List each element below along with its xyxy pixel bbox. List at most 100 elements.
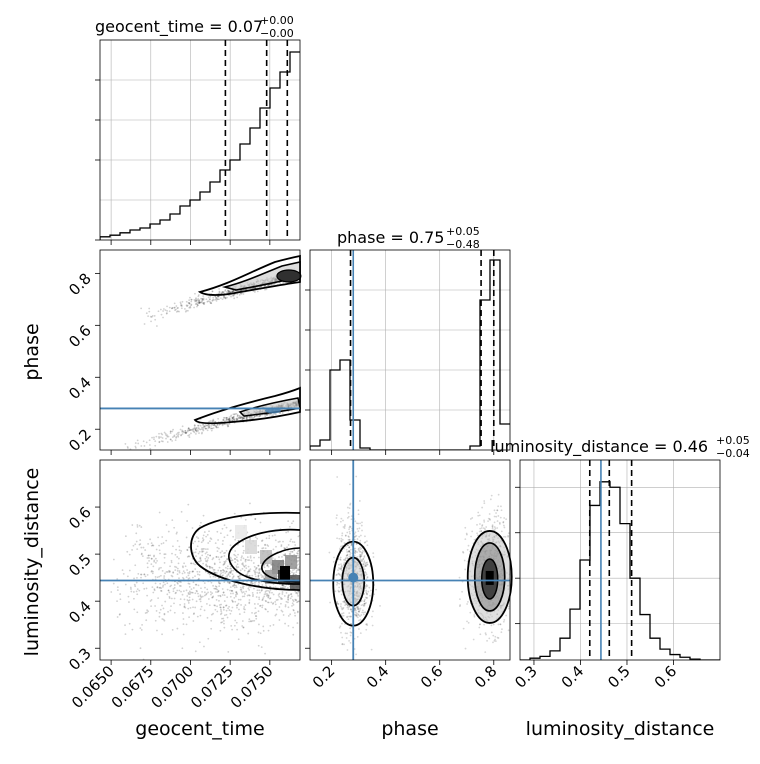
p10-sample — [208, 424, 211, 426]
p10-sample — [198, 299, 201, 301]
p10-sample — [204, 427, 207, 430]
p10-sample — [214, 295, 217, 298]
p20-sample — [138, 589, 141, 592]
p10-sample — [166, 441, 169, 443]
p10-sample — [201, 431, 203, 434]
p20-sample — [220, 621, 222, 624]
p20-sample — [173, 584, 176, 586]
p10-sample — [272, 413, 274, 416]
title-geocent-time: geocent_time = 0.07 — [95, 17, 263, 37]
p20-sample — [231, 606, 234, 609]
p20-sample — [236, 558, 238, 561]
p21-sample — [346, 557, 349, 559]
p20-sample — [200, 548, 203, 550]
p20-sample — [243, 565, 246, 568]
p20-sample — [251, 591, 254, 594]
p20-sample — [290, 595, 293, 598]
p10-sample — [162, 316, 164, 319]
p20-sample — [243, 565, 245, 567]
p20-sample — [269, 585, 272, 588]
p20-sample — [226, 588, 229, 591]
p21-sample — [357, 610, 360, 613]
p10-sample — [171, 436, 174, 439]
p20-sample — [201, 548, 204, 550]
ylabel-phase: phase — [21, 323, 43, 380]
p10-sample — [224, 423, 227, 426]
p21-sample — [362, 557, 365, 560]
p20-sample — [150, 570, 153, 572]
p20-sample — [257, 564, 260, 567]
p10-sample — [238, 293, 241, 296]
p21-sample — [350, 615, 352, 618]
p10-sample — [268, 413, 271, 416]
p20-sample — [241, 591, 244, 594]
p21-sample — [357, 509, 360, 512]
p10-sample — [211, 420, 214, 423]
p20-sample — [253, 587, 255, 590]
p21-sample — [360, 560, 363, 563]
p10-sample — [189, 305, 192, 308]
p21-sample — [354, 552, 357, 555]
p20-sample — [291, 551, 294, 553]
p20-sample — [261, 599, 264, 602]
p20-sample — [242, 585, 245, 588]
p10-sample — [225, 417, 228, 419]
p21-sample — [350, 609, 353, 611]
p20-sample — [248, 574, 251, 577]
p20-sample — [218, 566, 221, 569]
p20-sample — [269, 568, 272, 571]
p20-sample — [122, 573, 125, 575]
p21-sample — [349, 641, 352, 644]
p20-sample — [188, 596, 191, 599]
p20-sample — [185, 536, 188, 539]
p10-sample — [162, 440, 164, 443]
p10-sample — [148, 307, 151, 310]
p10-sample — [190, 303, 193, 306]
p21-sample — [350, 515, 353, 518]
p20-sample — [229, 544, 232, 547]
p20-sample — [235, 595, 237, 598]
p21-sample — [363, 600, 366, 603]
p21-sample — [362, 566, 365, 569]
density-layer — [110, 268, 510, 660]
p10-sample — [228, 290, 230, 293]
p20-sample — [209, 554, 212, 557]
p20-sample — [259, 567, 262, 570]
p20-sample — [200, 521, 202, 524]
p20-sample — [288, 594, 290, 596]
p10-sample — [136, 439, 139, 442]
p20-sample — [254, 575, 257, 578]
p20-sample — [231, 559, 234, 562]
p20-sample — [268, 534, 271, 537]
p20-sample — [202, 514, 205, 517]
p10-sample — [264, 288, 266, 291]
p21-sample — [337, 603, 340, 605]
p21-sample — [469, 611, 472, 614]
p21-sample — [346, 553, 349, 556]
p21-sample — [359, 553, 361, 556]
p20-sample — [282, 540, 284, 543]
p20-sample — [232, 601, 234, 603]
p20-sample — [200, 605, 203, 608]
p20-sample — [237, 553, 239, 556]
p21-sample — [355, 475, 358, 478]
p20-sample — [197, 595, 200, 598]
p20-sample — [136, 525, 139, 528]
p20-sample — [274, 614, 277, 617]
p21-sample — [483, 502, 486, 505]
p21-sample — [341, 643, 344, 646]
p10-sample — [228, 419, 231, 422]
p20-sample — [199, 595, 202, 598]
p20-sample — [131, 524, 134, 526]
p20-sample — [298, 549, 300, 552]
p20-sample — [132, 591, 135, 593]
p10-sample — [198, 428, 200, 430]
p20-sample — [244, 564, 247, 567]
p21-sample — [348, 538, 351, 541]
p20-sample — [206, 602, 208, 605]
p20-sample — [119, 598, 122, 601]
p20-density-cell — [245, 540, 257, 554]
p21-sample — [359, 632, 362, 635]
p20-sample — [296, 568, 299, 571]
p10-sample — [210, 302, 213, 305]
